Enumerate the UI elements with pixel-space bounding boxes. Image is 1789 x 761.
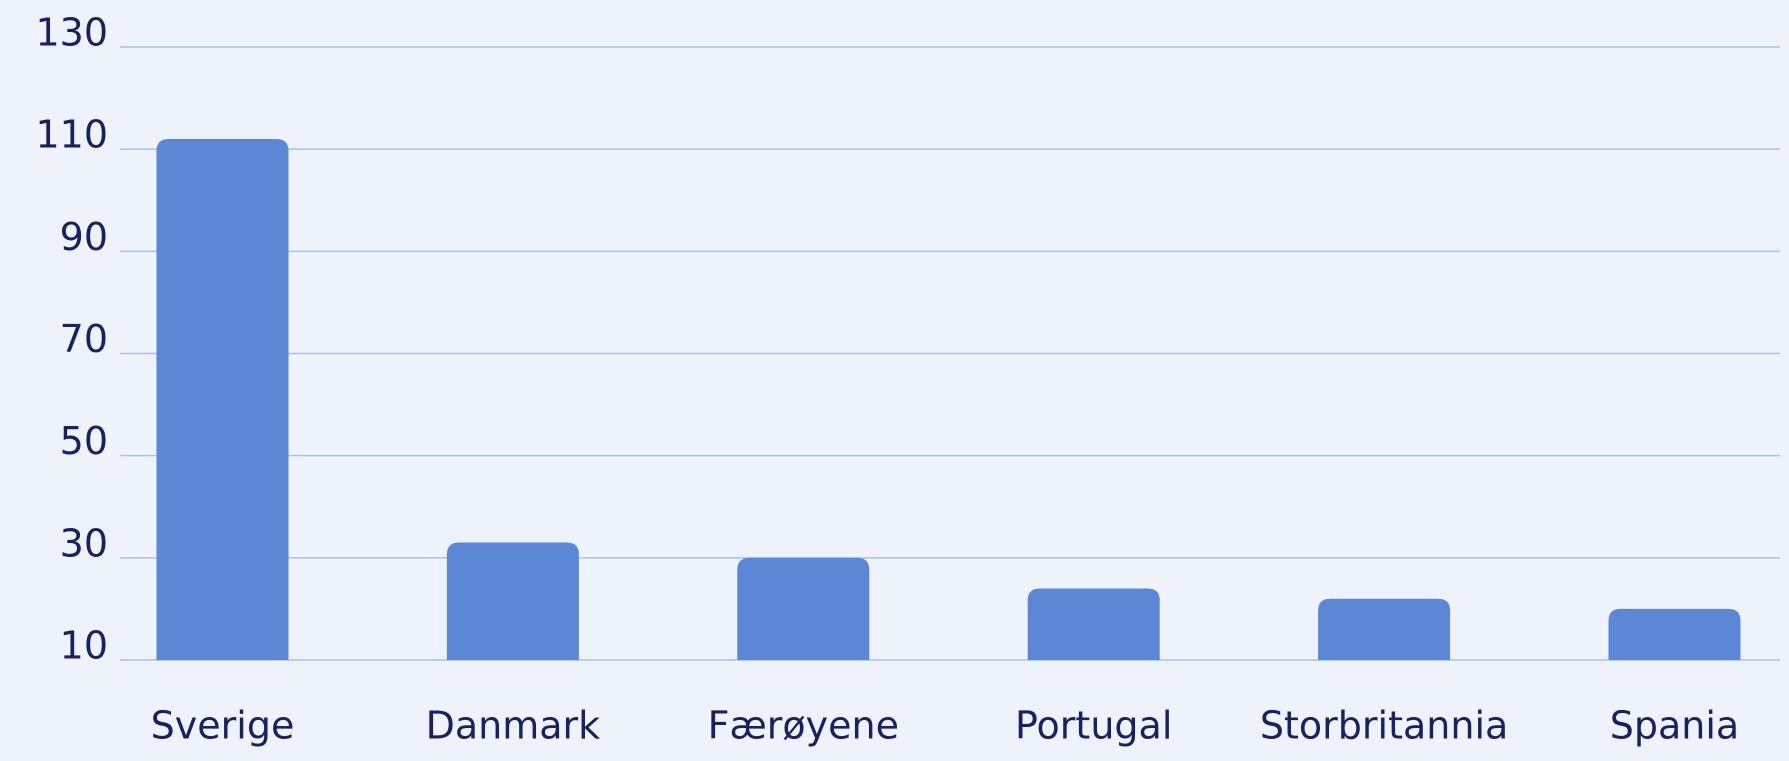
x-tick-label: Storbritannia <box>1260 704 1508 748</box>
bar <box>1608 608 1741 660</box>
x-tick-label: Spania <box>1610 704 1739 748</box>
bar <box>1027 588 1160 660</box>
x-tick-label: Færøyene <box>708 704 899 748</box>
bar <box>446 542 579 660</box>
bar <box>1318 598 1451 660</box>
y-tick-label: 110 <box>35 113 108 157</box>
y-tick-label: 130 <box>35 11 108 55</box>
bar <box>737 557 870 660</box>
y-tick-label: 30 <box>60 521 108 565</box>
x-tick-label: Sverige <box>151 704 295 748</box>
x-tick-label: Portugal <box>1015 704 1172 748</box>
y-tick-label: 10 <box>60 624 108 668</box>
y-tick-label: 50 <box>60 419 108 463</box>
bar <box>156 138 289 660</box>
y-tick-label: 90 <box>60 215 108 259</box>
y-tick-label: 70 <box>60 317 108 361</box>
x-tick-label: Danmark <box>426 704 601 748</box>
